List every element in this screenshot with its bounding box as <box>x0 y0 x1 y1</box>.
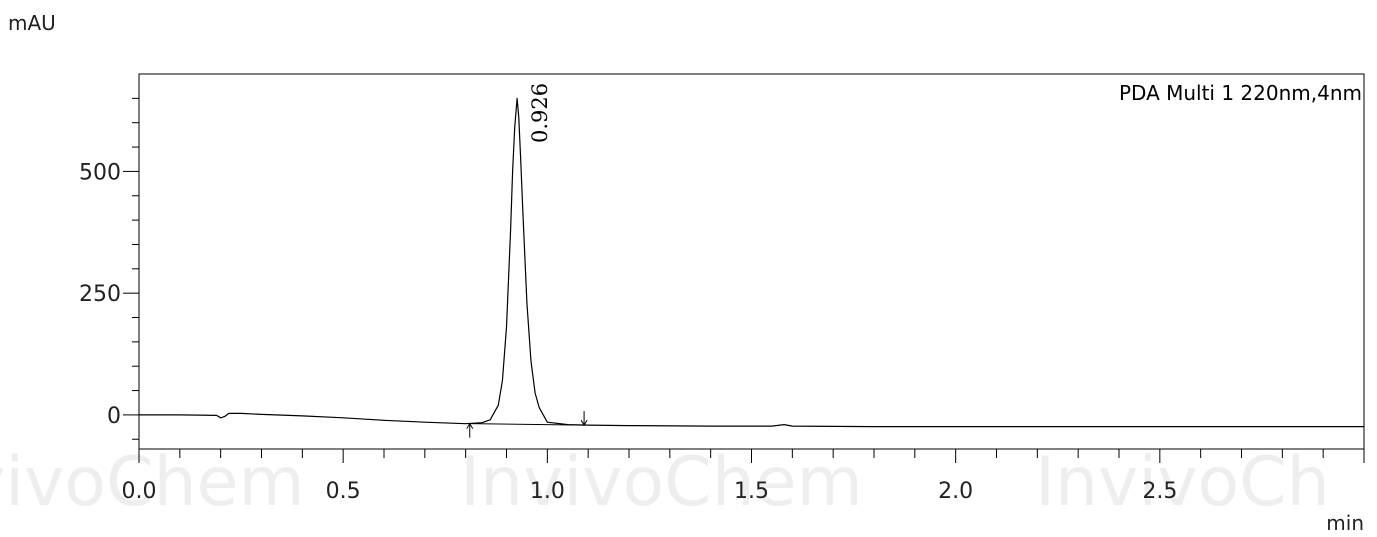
series-layer <box>139 97 1364 428</box>
y-tick-label: 250 <box>79 282 121 307</box>
x-tick-label: 1.0 <box>530 479 565 504</box>
x-axis-unit: min <box>1326 511 1364 535</box>
integration-baseline <box>469 423 585 426</box>
y-axis-unit: mAU <box>8 11 56 35</box>
peak-retention-label: 0.926 <box>528 83 552 143</box>
ticks: 0.0 0.5 1.0 1.5 2.0 2.5 0 250 500 <box>79 97 1365 504</box>
y-tick-label: 500 <box>79 160 121 185</box>
plot-frame <box>138 73 1365 450</box>
x-tick-label: 2.5 <box>1142 479 1177 504</box>
legend-label: PDA Multi 1 220nm,4nm <box>1119 81 1362 105</box>
watermark-text: vivoChem <box>0 443 305 522</box>
x-tick-label: 2.0 <box>938 479 973 504</box>
x-tick-label: 1.5 <box>734 479 769 504</box>
peak-labels: 0.926 <box>528 83 552 143</box>
chromatogram-line <box>139 97 1364 428</box>
integration-start-arrow <box>466 422 474 438</box>
x-tick-label: 0.5 <box>326 479 361 504</box>
watermark-text: InvivoChem <box>460 443 863 522</box>
x-tick-label: 0.0 <box>122 479 157 504</box>
axes <box>138 73 1365 450</box>
y-tick-label: 0 <box>107 404 121 429</box>
watermark-text: InvivoCh <box>1035 443 1330 522</box>
watermark: vivoChem InvivoChem InvivoCh <box>0 443 1330 522</box>
integration-end-arrow <box>580 411 588 427</box>
integration-marks <box>466 411 588 438</box>
